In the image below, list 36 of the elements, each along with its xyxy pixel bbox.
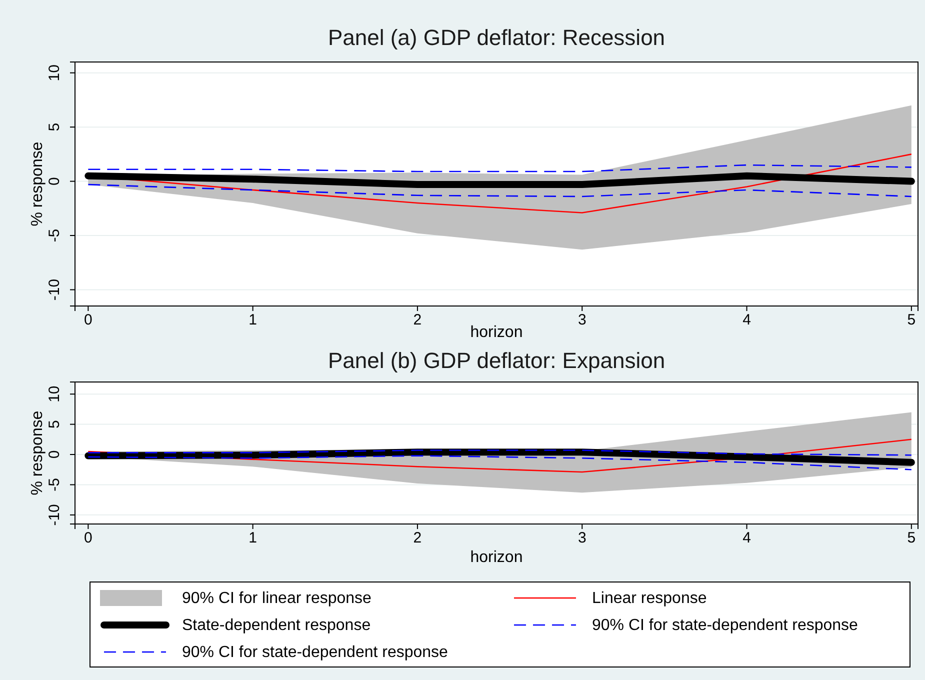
y-tick-label: 0 — [46, 177, 63, 186]
x-tick-label: 0 — [84, 530, 92, 547]
x-tick-label: 4 — [742, 530, 751, 547]
y-tick-label: 10 — [46, 386, 63, 402]
chart-title: Panel (b) GDP deflator: Expansion — [328, 348, 666, 373]
x-tick-label: 2 — [413, 312, 422, 329]
chart-title: Panel (a) GDP deflator: Recession — [328, 25, 666, 50]
text: 90% CI for linear response — [182, 590, 372, 607]
y-tick-label: -5 — [46, 478, 63, 492]
y-tick-label: -5 — [46, 228, 63, 242]
y-tick-label: 10 — [46, 64, 63, 82]
y-tick-label: 5 — [46, 122, 63, 132]
y-tick-label: -10 — [46, 504, 63, 526]
legend-label: Linear response — [592, 590, 707, 607]
x-tick-label: 1 — [248, 530, 257, 547]
x-tick-label: 3 — [578, 312, 586, 329]
line-series — [88, 164, 912, 172]
x-tick-label: 5 — [907, 530, 916, 547]
y-tick-label: -10 — [46, 278, 63, 301]
legend-label: 90% CI for state-dependent response — [592, 617, 858, 634]
legend-label: State-dependent response — [182, 617, 371, 634]
legend-label: 90% CI for state-dependent response — [182, 644, 448, 661]
x-tick-label: 3 — [578, 530, 586, 547]
y-tick-label: 5 — [46, 420, 63, 428]
y-axis-title: % response — [29, 142, 46, 226]
x-axis-title: horizon — [470, 324, 523, 341]
line-series — [88, 455, 912, 470]
x-tick-label: 1 — [248, 312, 257, 329]
x-tick-label: 4 — [742, 312, 751, 329]
x-tick-label: 0 — [84, 312, 92, 329]
y-axis-title: % response — [29, 410, 46, 496]
x-tick-label: 2 — [413, 530, 422, 547]
x-tick-label: 5 — [907, 312, 916, 329]
y-tick-label: 0 — [46, 450, 63, 459]
line-series — [88, 184, 912, 198]
x-axis-title: horizon — [470, 549, 523, 566]
